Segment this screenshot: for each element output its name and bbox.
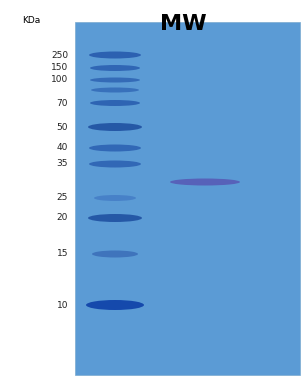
Ellipse shape	[90, 65, 140, 71]
Ellipse shape	[88, 214, 142, 222]
Ellipse shape	[89, 161, 141, 168]
Text: 15: 15	[56, 249, 68, 258]
Text: 250: 250	[51, 50, 68, 59]
Text: 100: 100	[51, 76, 68, 85]
Ellipse shape	[92, 251, 138, 258]
Ellipse shape	[88, 123, 142, 131]
Text: 40: 40	[57, 144, 68, 152]
Text: 10: 10	[56, 300, 68, 310]
Text: 20: 20	[57, 213, 68, 222]
Ellipse shape	[86, 300, 144, 310]
Ellipse shape	[90, 100, 140, 106]
FancyBboxPatch shape	[75, 22, 300, 375]
Text: KDa: KDa	[22, 16, 40, 25]
Text: 70: 70	[56, 99, 68, 107]
Ellipse shape	[94, 195, 136, 201]
Text: 35: 35	[56, 159, 68, 168]
Text: 150: 150	[51, 64, 68, 73]
Ellipse shape	[89, 144, 141, 151]
Ellipse shape	[91, 88, 139, 92]
Ellipse shape	[89, 52, 141, 59]
Text: 25: 25	[57, 194, 68, 203]
Ellipse shape	[90, 78, 140, 83]
Ellipse shape	[170, 178, 240, 185]
Text: 50: 50	[56, 123, 68, 132]
Text: MW: MW	[160, 14, 206, 34]
